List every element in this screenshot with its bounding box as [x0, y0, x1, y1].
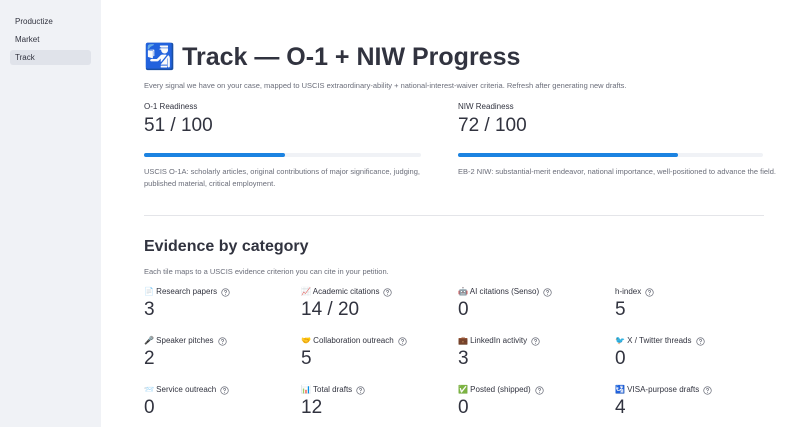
nav-item[interactable]: Track [10, 50, 91, 65]
metric-description: USCIS O-1A: scholarly articles, original… [144, 167, 420, 188]
tile-label: 🛂 VISA-purpose drafts [615, 385, 712, 395]
nav-item[interactable]: Productize [15, 17, 53, 26]
tile-label: 🐦 X / Twitter threads [615, 336, 705, 346]
help-icon[interactable] [398, 336, 407, 346]
help-icon[interactable] [217, 336, 227, 346]
tile-label-text: 📨 Service outreach [144, 385, 217, 394]
tile-label: 🎤 Speaker pitches [144, 336, 227, 346]
tile-label-text: 🐦 X / Twitter threads [615, 336, 692, 345]
section-heading: Evidence by category [144, 238, 309, 255]
progress-track [144, 153, 421, 157]
metric-value: 51 / 100 [144, 115, 213, 136]
help-icon[interactable] [531, 336, 540, 346]
tile-label: 💼 LinkedIn activity [458, 336, 540, 346]
tile-value: 3 [144, 299, 155, 320]
tile-value: 0 [615, 348, 626, 369]
metric-label: O-1 Readiness [144, 102, 198, 111]
help-icon[interactable] [703, 385, 712, 395]
divider [144, 215, 764, 216]
tile-label-text: 💼 LinkedIn activity [458, 336, 528, 345]
tile-value: 0 [144, 397, 155, 418]
help-icon[interactable] [543, 287, 552, 297]
sidebar: Productize Market Track [0, 0, 101, 427]
help-icon[interactable] [383, 287, 393, 297]
section-caption: Each tile maps to a USCIS evidence crite… [144, 267, 389, 276]
tile-value: 5 [615, 299, 626, 320]
tile-value: 5 [301, 348, 312, 369]
page-title: 🛂 Track — O-1 + NIW Progress [144, 43, 521, 71]
tile-label: 📄 Research papers [144, 287, 230, 297]
progress-fill [144, 153, 286, 157]
tile-label: 📈 Academic citations [301, 287, 393, 297]
tile-value: 12 [301, 397, 323, 418]
tile-label-text: 📈 Academic citations [301, 287, 380, 296]
page-caption: Every signal we have on your case, mappe… [144, 81, 627, 90]
tile-label-text: 🤖 AI citations (Senso) [458, 287, 540, 296]
help-icon[interactable] [695, 336, 705, 346]
tile-label-text: 🤝 Collaboration outreach [301, 336, 394, 345]
tile-label-text: h-index [615, 287, 642, 296]
tile-label-text: 🎤 Speaker pitches [144, 336, 214, 345]
metric-value: 72 / 100 [458, 115, 527, 136]
tile-value: 0 [458, 397, 469, 418]
help-icon[interactable] [535, 385, 544, 395]
help-icon[interactable] [220, 385, 229, 395]
tile-label: 🤝 Collaboration outreach [301, 336, 407, 346]
help-icon[interactable] [356, 385, 365, 395]
tile-value: 0 [458, 299, 469, 320]
tile-value: 14 / 20 [301, 299, 360, 320]
tile-label: 📨 Service outreach [144, 385, 229, 395]
tile-label: 📊 Total drafts [301, 385, 365, 395]
tile-label-text: 📄 Research papers [144, 287, 218, 296]
progress-fill [458, 153, 678, 157]
tile-label-text: ✅ Posted (shipped) [458, 385, 531, 394]
tile-value: 2 [144, 348, 155, 369]
help-icon[interactable] [645, 287, 654, 297]
metric-description: EB-2 NIW: substantial-merit endeavor, na… [458, 167, 776, 176]
tile-value: 4 [615, 397, 626, 418]
tile-label: h-index [615, 287, 654, 297]
tile-label: 🤖 AI citations (Senso) [458, 287, 552, 297]
tile-label: ✅ Posted (shipped) [458, 385, 544, 395]
metric-label: NIW Readiness [458, 102, 514, 111]
help-icon[interactable] [221, 287, 230, 297]
tile-label-text: 📊 Total drafts [301, 385, 353, 394]
nav-item[interactable]: Market [15, 35, 40, 44]
tile-label-text: 🛂 VISA-purpose drafts [615, 385, 700, 394]
progress-track [458, 153, 763, 157]
tile-value: 3 [458, 348, 469, 369]
